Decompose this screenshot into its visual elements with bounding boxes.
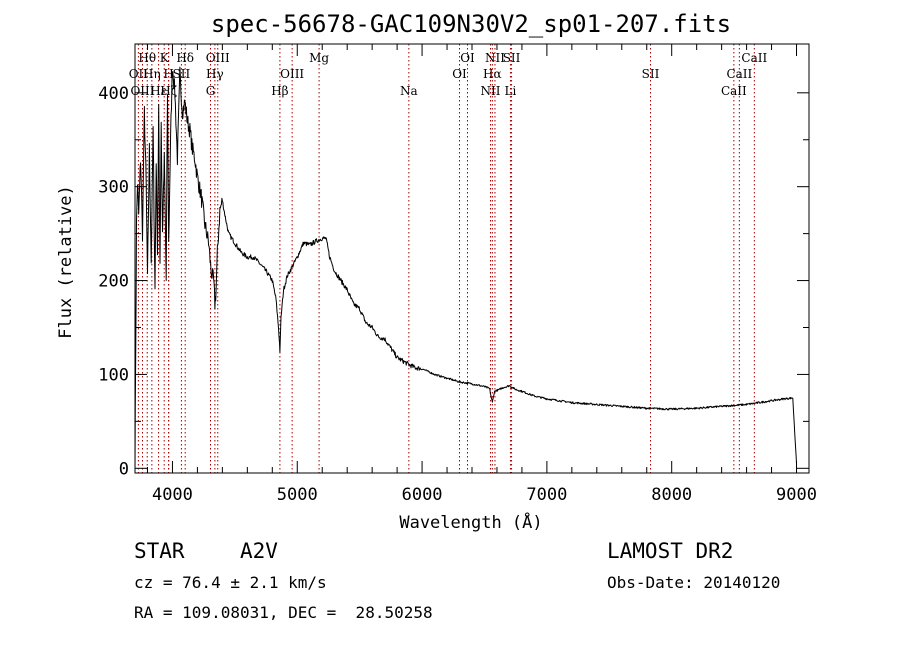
- line-label-4: K: [160, 51, 170, 65]
- coordinates: RA = 109.08031, DEC = 28.50258: [134, 603, 433, 622]
- spectrum-series: [134, 66, 797, 473]
- x-tick-label-4: 8000: [651, 485, 692, 505]
- y-tick-label-4: 400: [98, 84, 129, 104]
- line-label-11: Hγ: [206, 67, 224, 81]
- line-label-14: OIII: [280, 67, 304, 81]
- line-label-27: CaII: [721, 84, 747, 98]
- line-label-20: SII: [503, 51, 521, 65]
- y-tick-label-3: 300: [98, 178, 129, 198]
- plot-frame: [134, 43, 810, 474]
- y-tick-label-2: 200: [98, 272, 129, 292]
- line-label-24: SII: [642, 67, 660, 81]
- line-label-13: Mg: [309, 51, 329, 65]
- redshift-velocity: cz = 76.4 ± 2.1 km/s: [134, 573, 327, 592]
- x-tick-label-0: 4000: [152, 485, 193, 505]
- observation-date: Obs-Date: 20140120: [607, 573, 781, 592]
- line-label-2: OIII: [130, 84, 154, 98]
- x-tick-label-3: 7000: [526, 485, 567, 505]
- line-label-26: CaII: [726, 67, 752, 81]
- line-label-18: OI: [452, 67, 467, 81]
- line-label-0: Hθ: [138, 51, 156, 65]
- line-label-16: Na: [400, 84, 418, 98]
- y-axis-label: Flux (relative): [56, 185, 76, 339]
- line-label-12: G: [206, 84, 216, 98]
- line-label-10: OIII: [206, 51, 230, 65]
- subclass: A2V: [240, 539, 278, 563]
- line-label-19: NII: [485, 51, 505, 65]
- chart-title: spec-56678-GAC109N30V2_sp01-207.fits: [211, 10, 731, 38]
- line-label-25: CaII: [741, 51, 767, 65]
- line-label-5: Hε: [150, 84, 167, 98]
- x-tick-label-1: 5000: [277, 485, 318, 505]
- line-label-8: Hδ: [176, 51, 194, 65]
- y-tick-label-0: 0: [119, 459, 129, 479]
- line-label-6: H: [163, 67, 173, 81]
- object-type: STAR: [134, 539, 185, 563]
- y-tick-label-1: 100: [98, 365, 129, 385]
- axis-ticks: 4000 5000 6000 7000 8000 9000 0 100 200 300 400: [98, 44, 817, 505]
- survey-name: LAMOST DR2: [607, 539, 734, 563]
- x-tick-label-2: 6000: [402, 485, 443, 505]
- line-label-21: Hα: [483, 67, 502, 81]
- line-label-22: NII: [480, 84, 500, 98]
- line-label-15: Hβ: [271, 84, 288, 98]
- spectrum-line: [134, 66, 797, 473]
- line-label-3: Hη: [143, 67, 161, 81]
- x-axis-label: Wavelength (Å): [399, 511, 542, 533]
- line-label-17: OI: [460, 51, 475, 65]
- x-tick-label-5: 9000: [776, 485, 817, 505]
- line-label-1: OII: [129, 67, 149, 81]
- line-label-9: SII: [173, 67, 191, 81]
- line-label-23: Li: [505, 84, 517, 98]
